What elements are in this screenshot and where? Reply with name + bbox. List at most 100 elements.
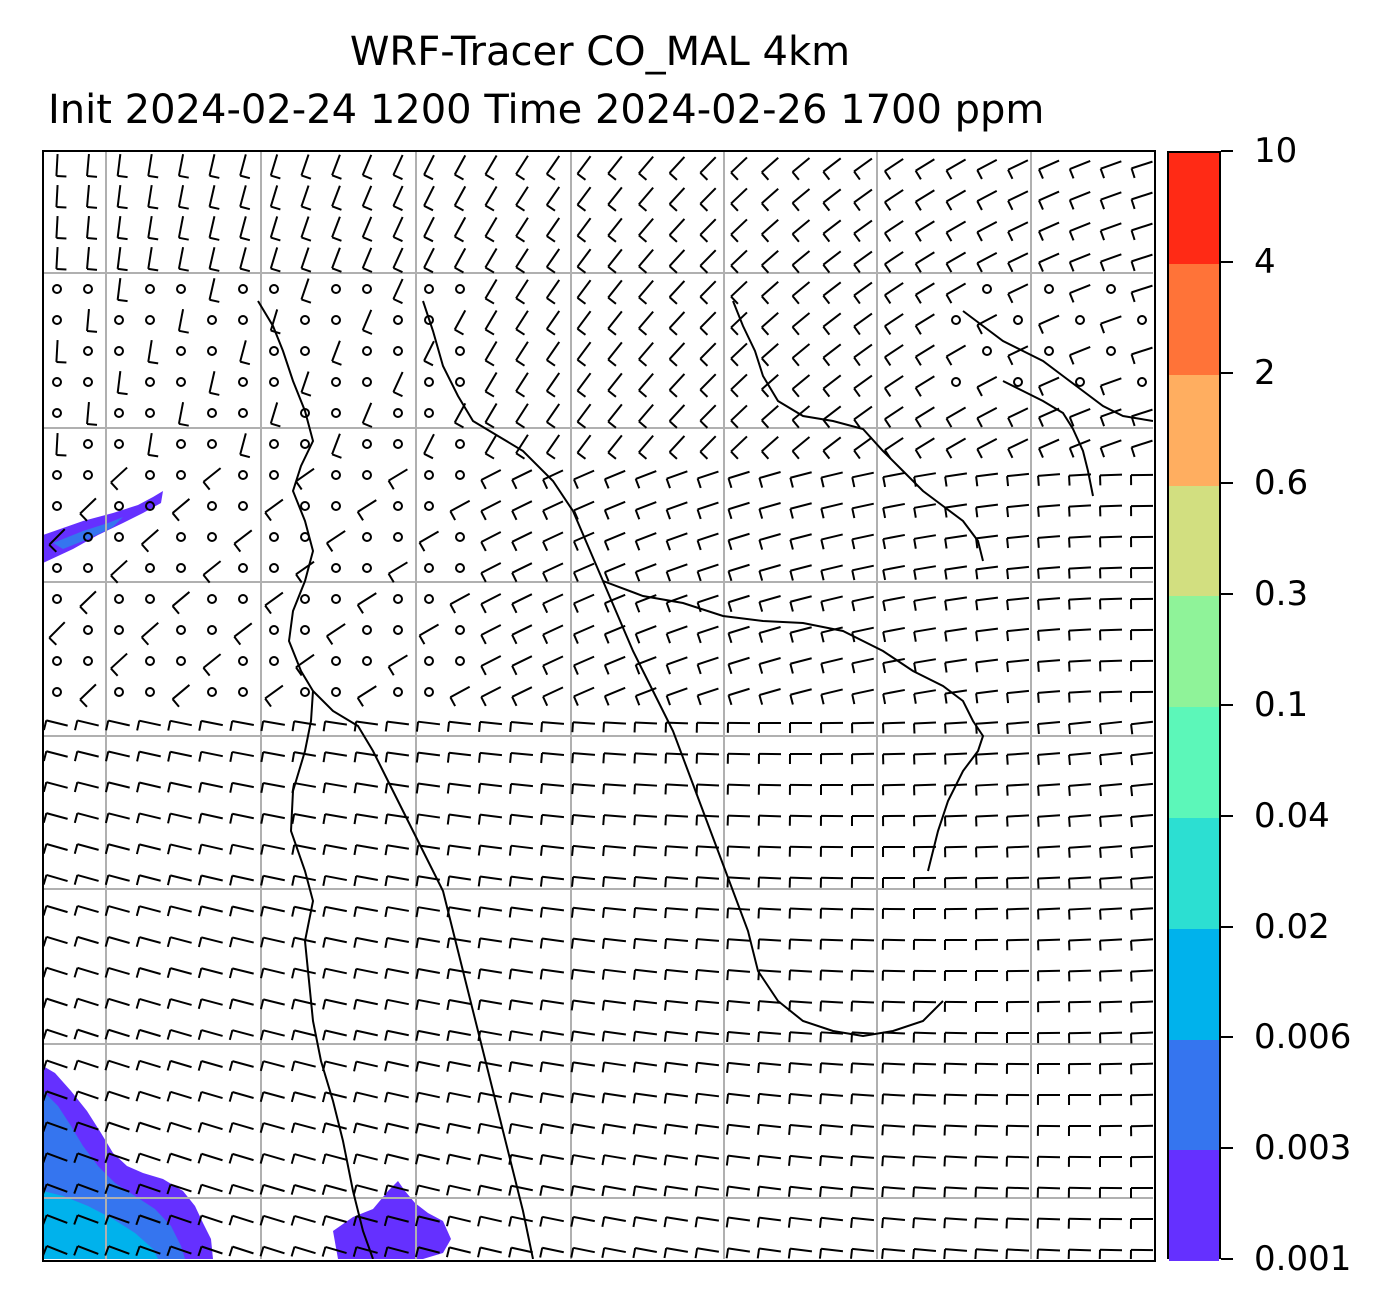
wind-barb-flag: [822, 450, 831, 460]
wind-barb-shaft: [944, 1155, 968, 1159]
wind-barb-shaft: [484, 155, 498, 175]
wind-barb-shaft: [913, 503, 937, 509]
wind-barb-flag: [418, 634, 426, 645]
wind-barb-shaft: [604, 500, 626, 512]
wind-barb-shaft: [945, 437, 967, 451]
wind-barb-shaft: [542, 686, 564, 698]
wind-barb-shaft: [263, 967, 285, 975]
wind-barb-shaft: [356, 905, 378, 913]
wind-barb-flag: [789, 694, 794, 705]
wind-barb-shaft: [572, 721, 596, 725]
wind-barb-shaft: [139, 1059, 161, 1069]
wind-barb-shaft: [448, 813, 472, 819]
wind-barb-flag: [104, 874, 110, 886]
wind-barb-flag: [508, 876, 513, 887]
wind-barb-shaft: [418, 1184, 440, 1192]
wind-barb-flag: [260, 844, 265, 855]
wind-barb-shaft: [728, 501, 750, 511]
wind-barb-flag: [1038, 417, 1044, 427]
wind-barb-flag: [1037, 754, 1040, 765]
wind-barb-flag: [602, 722, 606, 733]
wind-barb-shaft: [603, 1092, 627, 1098]
wind-barb-flag: [571, 845, 575, 856]
wind-barb-flag: [663, 1093, 668, 1104]
wind-barb-flag: [136, 751, 141, 762]
wind-barb-flag: [197, 1153, 203, 1164]
wind-barb-flag: [1130, 230, 1136, 241]
wind-barb-shaft: [820, 1093, 844, 1097]
wind-barb-flag: [1099, 168, 1105, 179]
wind-barb-flag: [166, 1122, 172, 1133]
calm-wind-marker: [300, 625, 310, 635]
wind-barb-shaft: [759, 688, 781, 696]
wind-barb-shaft: [108, 1121, 130, 1131]
wind-barb-shaft: [882, 1031, 906, 1035]
wind-barb-flag: [477, 938, 482, 949]
wind-barb-flag: [43, 751, 48, 762]
wind-barb-shaft: [852, 626, 874, 634]
wind-barb-flag: [694, 1217, 699, 1228]
wind-barb-shaft: [201, 1090, 223, 1100]
wind-barb-flag: [694, 1155, 699, 1166]
wind-barb-shaft: [201, 843, 223, 851]
wind-barb-flag: [166, 1215, 172, 1226]
wind-barb-flag: [913, 600, 917, 611]
wind-barb-shaft: [294, 1091, 316, 1099]
wind-barb-flag: [43, 812, 48, 824]
calm-wind-marker: [145, 656, 155, 666]
wind-barb-shaft: [263, 874, 285, 882]
wind-barb-shaft: [758, 1062, 782, 1066]
wind-barb-shaft: [201, 812, 223, 820]
wind-barb-flag: [822, 419, 831, 429]
wind-barb-shaft: [269, 247, 279, 269]
wind-barb-shaft: [484, 434, 498, 454]
calm-wind-marker: [1137, 377, 1147, 387]
wind-barb-shaft: [453, 216, 467, 238]
wind-barb-shaft: [1131, 191, 1153, 201]
wind-barb-shaft: [759, 626, 781, 634]
wind-barb-shaft: [1068, 814, 1092, 818]
wind-barb-shaft: [1099, 1062, 1123, 1066]
wind-barb-shaft: [46, 997, 68, 1007]
wind-barb-shaft: [449, 1091, 471, 1099]
wind-barb-flag: [135, 875, 141, 886]
wind-barb-shaft: [851, 1124, 875, 1128]
wind-barb-flag: [727, 601, 733, 613]
wind-barb-shaft: [448, 968, 472, 974]
wind-barb-shaft: [46, 873, 68, 883]
calm-wind-marker: [331, 284, 341, 294]
wind-barb-shaft: [665, 1123, 689, 1129]
wind-barb-flag: [384, 783, 389, 794]
wind-barb-flag: [727, 539, 733, 551]
wind-barb-shaft: [572, 1092, 596, 1098]
wind-barb-flag: [634, 571, 641, 582]
wind-barb-flag: [542, 572, 549, 583]
calm-wind-marker: [424, 656, 434, 666]
wind-barb-shaft: [77, 812, 99, 820]
wind-barb-shaft: [1130, 720, 1153, 726]
wind-barb-flag: [822, 233, 831, 243]
wind-barb-shaft: [1069, 345, 1091, 357]
wind-barb-shaft: [1006, 627, 1030, 633]
wind-barb-flag: [607, 420, 617, 429]
wind-barb-shaft: [479, 999, 503, 1005]
wind-barb-flag: [209, 174, 220, 179]
wind-barb-flag: [542, 665, 549, 676]
wind-barb-flag: [290, 1091, 296, 1103]
wind-barb-flag: [1130, 909, 1133, 920]
wind-barb-flag: [197, 998, 203, 1010]
wind-barb-flag: [480, 665, 487, 676]
wind-barb-flag: [79, 512, 88, 522]
wind-barb-shaft: [572, 906, 596, 912]
wind-barb-shaft: [1100, 439, 1122, 449]
wind-barb-shaft: [699, 218, 717, 236]
wind-barb-flag: [539, 1185, 544, 1196]
wind-barb-flag: [104, 843, 110, 855]
wind-barb-shaft: [510, 906, 534, 912]
wind-barb-flag: [415, 1030, 420, 1041]
wind-barb-shaft: [668, 249, 686, 267]
colorbar-tick-label: 10: [1254, 131, 1298, 171]
wind-barb-shaft: [46, 750, 68, 758]
wind-barb-flag: [1068, 261, 1075, 272]
wind-barb-flag: [975, 600, 979, 611]
